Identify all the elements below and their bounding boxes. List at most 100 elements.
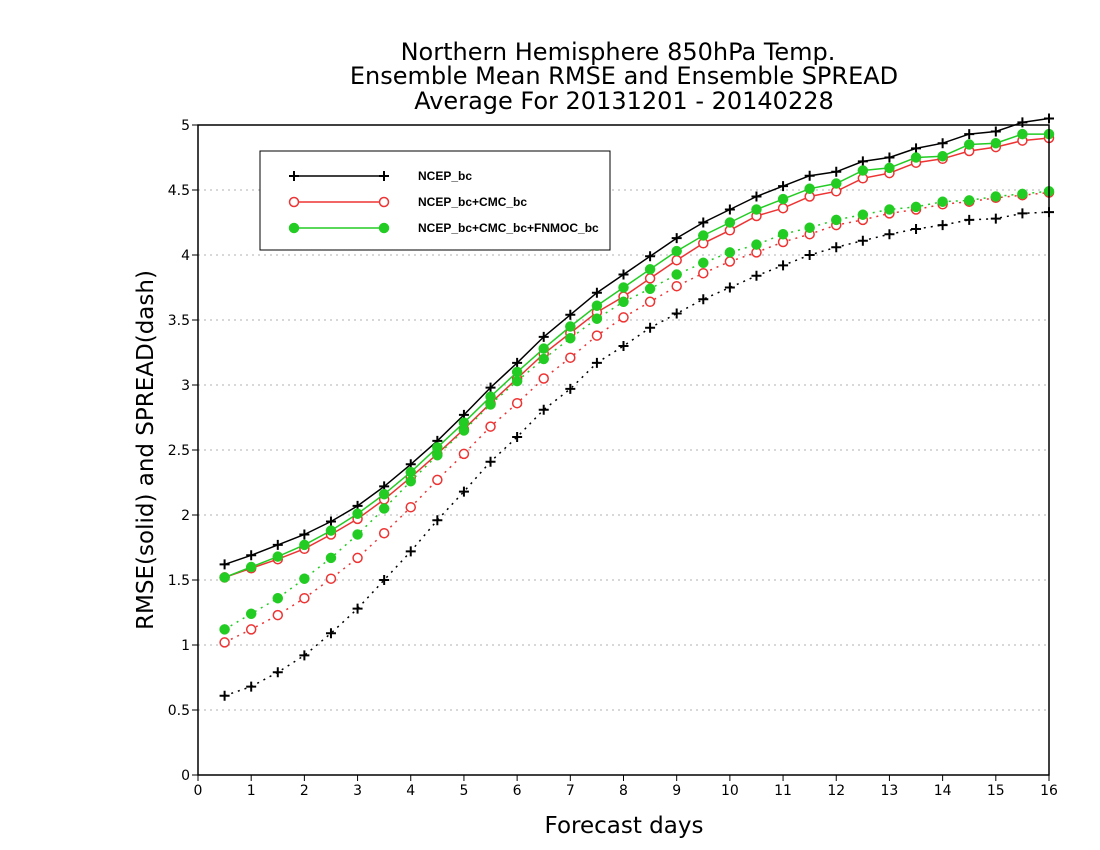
- data-point-spread-3-21: [778, 260, 789, 271]
- data-point-spread-3-20: [751, 270, 762, 281]
- data-point-spread-5-18: [698, 257, 709, 269]
- data-point-spread-4-11: [511, 397, 523, 409]
- data-point-spread-3-5: [352, 603, 363, 614]
- data-point-spread-5-7: [405, 475, 416, 487]
- data-point-spread-5-22: [804, 222, 815, 233]
- data-point-rmse-2-22: [804, 183, 815, 194]
- data-point-rmse-0-4: [325, 516, 336, 527]
- data-point-spread-5-30: [1017, 188, 1028, 200]
- y-tick-label-8: 4: [181, 248, 190, 264]
- y-tick-label-1: 0.5: [168, 703, 190, 719]
- data-point-spread-3-29: [990, 213, 1001, 224]
- data-point-rmse-0-2: [272, 539, 283, 550]
- data-point-spread-3-27: [937, 220, 948, 231]
- y-tick-label-9: 4.5: [168, 183, 190, 199]
- data-point-rmse-2-29: [990, 137, 1002, 149]
- data-point-spread-5-12: [538, 353, 549, 365]
- data-point-spread-4-9: [458, 448, 470, 460]
- data-point-rmse-0-29: [990, 126, 1001, 137]
- data-point-rmse-0-26: [911, 143, 922, 154]
- data-point-spread-4-6: [378, 527, 390, 539]
- x-tick-label-15: 15: [987, 783, 1005, 799]
- y-tick-label-3: 1.5: [168, 573, 190, 589]
- data-point-spread-3-9: [458, 486, 469, 497]
- data-point-spread-3-15: [618, 341, 629, 351]
- data-point-spread-5-26: [910, 201, 922, 213]
- data-point-spread-5-1: [245, 608, 257, 620]
- legend-marker-left-1: [288, 196, 300, 208]
- legend-marker-left-2: [288, 222, 300, 234]
- data-point-spread-4-1: [245, 624, 257, 635]
- data-point-spread-5-14: [591, 313, 603, 324]
- data-point-spread-4-12: [538, 373, 549, 384]
- data-point-spread-5-6: [378, 503, 390, 514]
- data-point-rmse-2-25: [884, 162, 895, 174]
- data-point-spread-5-17: [671, 269, 682, 280]
- x-tick-label-3: 3: [353, 783, 362, 799]
- series-layer: [219, 113, 1055, 701]
- data-point-rmse-2-21: [777, 193, 789, 205]
- data-point-spread-3-30: [1017, 208, 1028, 219]
- data-point-rmse-2-13: [565, 321, 576, 332]
- data-point-rmse-1-17: [671, 254, 682, 266]
- data-point-spread-4-2: [272, 609, 284, 621]
- data-point-spread-5-27: [937, 196, 948, 207]
- data-point-spread-4-15: [618, 312, 629, 323]
- series-line-ncep-bc-cmc-bc-spread: [224, 191, 1050, 644]
- data-point-rmse-2-30: [1017, 128, 1028, 140]
- data-point-spread-4-8: [432, 474, 443, 486]
- data-point-rmse-2-16: [644, 264, 656, 275]
- data-point-spread-3-18: [698, 294, 709, 305]
- x-tick-label-2: 2: [300, 783, 309, 799]
- data-point-spread-3-19: [724, 282, 735, 293]
- data-point-spread-3-24: [857, 235, 868, 246]
- data-point-rmse-0-11: [512, 357, 523, 368]
- data-point-spread-3-22: [804, 250, 815, 260]
- data-point-rmse-0-21: [778, 181, 789, 192]
- legend-label-0: NCEP_bc: [418, 169, 472, 183]
- legend-entry-ncep-bc-cmc-bc: NCEP_bc+CMC_bc: [288, 195, 527, 209]
- legend-marker-right-1: [378, 196, 390, 208]
- series-ncep-bc-cmc-bc-fnmoc-bc-spread: [219, 186, 1055, 635]
- y-tick-label-7: 3.5: [168, 313, 190, 329]
- x-tick-label-1: 1: [247, 783, 256, 799]
- data-point-spread-5-0: [219, 624, 230, 635]
- data-point-spread-3-3: [299, 650, 310, 661]
- x-axis-ticks: 0 1 2 3 4 5 6 7 8 9 10 11 12 13 14 15 16: [194, 775, 1058, 799]
- data-point-spread-4-18: [698, 267, 709, 279]
- data-point-spread-3-14: [591, 357, 602, 368]
- data-point-spread-3-6: [379, 575, 390, 585]
- data-point-spread-5-23: [831, 214, 842, 226]
- data-point-rmse-2-2: [272, 551, 284, 562]
- data-point-rmse-0-14: [591, 287, 602, 298]
- data-point-rmse-2-11: [511, 366, 523, 378]
- data-point-rmse-2-26: [910, 152, 922, 163]
- data-point-spread-3-8: [432, 515, 443, 526]
- data-point-rmse-0-25: [884, 152, 895, 163]
- data-point-rmse-2-12: [538, 343, 549, 354]
- data-point-rmse-2-14: [591, 300, 603, 311]
- data-point-spread-3-13: [565, 383, 576, 394]
- x-tick-label-7: 7: [566, 783, 575, 799]
- data-point-spread-4-3: [299, 592, 310, 604]
- data-point-spread-4-17: [671, 280, 682, 292]
- y-tick-label-2: 1: [181, 638, 190, 654]
- data-point-rmse-0-13: [565, 309, 576, 320]
- legend-label-2: NCEP_bc+CMC_bc+FNMOC_bc: [418, 221, 599, 235]
- data-point-rmse-0-22: [804, 170, 815, 181]
- y-tick-label-6: 3: [181, 378, 190, 394]
- data-point-spread-3-11: [512, 432, 523, 442]
- data-point-rmse-0-27: [937, 138, 948, 149]
- legend-marker-right-2: [378, 222, 390, 234]
- series-ncep-bc-cmc-bc-fnmoc-bc-rmse: [219, 128, 1055, 583]
- data-point-spread-5-9: [458, 425, 470, 436]
- data-point-rmse-0-19: [724, 204, 735, 215]
- data-point-rmse-2-28: [963, 139, 975, 150]
- data-point-spread-4-13: [565, 352, 576, 363]
- y-tick-label-4: 2: [181, 508, 190, 524]
- data-point-spread-5-10: [485, 399, 496, 410]
- data-point-spread-5-13: [565, 332, 576, 344]
- data-point-spread-5-25: [884, 204, 895, 215]
- legend: NCEP_bc NCEP_bc+CMC_bc NCEP_bc+CMC_bc+FNMO…: [259, 150, 611, 251]
